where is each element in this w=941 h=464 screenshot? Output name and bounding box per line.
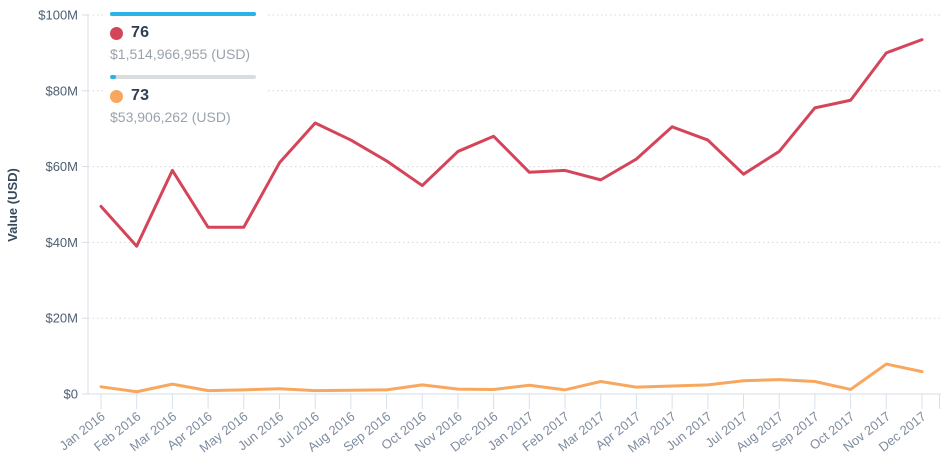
- legend-progress-fill-76: [110, 12, 256, 16]
- y-axis-label: $40M: [45, 235, 78, 250]
- legend-series-label: 76: [131, 24, 150, 41]
- legend-entry-series-73[interactable]: 73 $53,906,262 (USD): [110, 75, 262, 125]
- y-axis-label: $100M: [38, 8, 78, 23]
- chart-legend: 76 $1,514,966,955 (USD) 73 $53,906,262 (…: [106, 6, 266, 138]
- legend-series-total: $1,514,966,955 (USD): [110, 46, 251, 62]
- series-76-line[interactable]: [99, 38, 924, 248]
- y-axis-title: Value (USD): [5, 168, 20, 242]
- legend-progress-bar-73: [110, 75, 256, 79]
- series-73-dot-icon: [110, 89, 123, 103]
- y-axis-label: $80M: [45, 83, 78, 98]
- legend-entry-series-76[interactable]: 76 $1,514,966,955 (USD): [110, 12, 262, 62]
- legend-series-total: $53,906,262 (USD): [110, 109, 231, 125]
- legend-progress-bar-76: [110, 12, 256, 16]
- y-axis-label: $60M: [45, 159, 78, 174]
- y-axis-label: $20M: [45, 311, 78, 326]
- y-axis-label: $0: [64, 387, 78, 402]
- series-73-line[interactable]: [99, 362, 924, 394]
- series-76-dot-icon: [110, 26, 123, 40]
- legend-series-label: 73: [131, 87, 150, 104]
- legend-progress-fill-73: [110, 75, 116, 79]
